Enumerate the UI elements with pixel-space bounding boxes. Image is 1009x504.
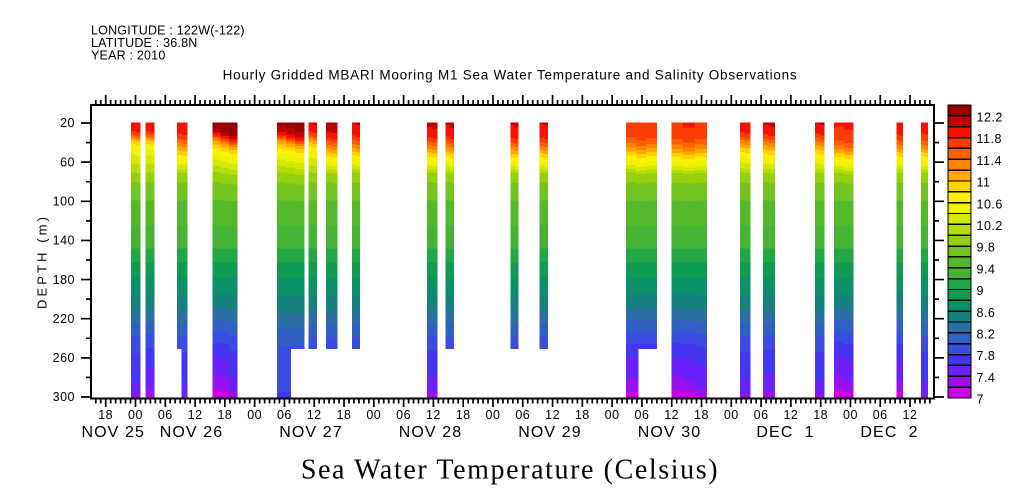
svg-text:12.2: 12.2 [977, 111, 1003, 125]
svg-text:18: 18 [337, 408, 352, 422]
svg-text:140: 140 [53, 234, 75, 248]
svg-text:06: 06 [277, 408, 292, 422]
svg-text:7.8: 7.8 [977, 349, 996, 363]
svg-text:18: 18 [575, 408, 590, 422]
svg-text:18: 18 [694, 408, 709, 422]
svg-text:YEAR : 2010: YEAR : 2010 [91, 49, 165, 63]
svg-text:00: 00 [486, 408, 501, 422]
svg-text:12: 12 [903, 408, 918, 422]
svg-text:18: 18 [217, 408, 232, 422]
svg-text:00: 00 [724, 408, 739, 422]
svg-text:220: 220 [53, 312, 75, 326]
svg-text:18: 18 [456, 408, 471, 422]
svg-text:12: 12 [664, 408, 679, 422]
svg-text:180: 180 [53, 273, 75, 287]
svg-text:12: 12 [545, 408, 560, 422]
svg-text:DEC 2: DEC 2 [860, 424, 918, 441]
svg-text:20: 20 [60, 116, 75, 130]
svg-text:12: 12 [783, 408, 798, 422]
svg-text:00: 00 [843, 408, 858, 422]
svg-text:NOV 28: NOV 28 [399, 424, 463, 441]
svg-text:Sea Water Temperature (Celsius: Sea Water Temperature (Celsius) [301, 455, 719, 486]
svg-text:NOV 30: NOV 30 [638, 424, 702, 441]
svg-text:NOV 29: NOV 29 [518, 424, 582, 441]
svg-text:260: 260 [53, 351, 75, 365]
svg-text:NOV 25: NOV 25 [81, 424, 145, 441]
svg-text:11.8: 11.8 [977, 132, 1002, 146]
svg-text:NOV 26: NOV 26 [160, 424, 224, 441]
svg-text:7: 7 [977, 393, 984, 407]
svg-text:00: 00 [128, 408, 143, 422]
svg-text:00: 00 [366, 408, 381, 422]
svg-text:DEPTH (m): DEPTH (m) [35, 214, 50, 309]
svg-text:LATITUDE : 36.8N: LATITUDE : 36.8N [91, 36, 197, 50]
svg-text:00: 00 [247, 408, 262, 422]
svg-text:12: 12 [426, 408, 441, 422]
svg-text:10.6: 10.6 [977, 197, 1003, 211]
svg-text:8.2: 8.2 [977, 328, 996, 342]
svg-text:9.4: 9.4 [977, 262, 996, 276]
svg-text:06: 06 [158, 408, 173, 422]
svg-text:12: 12 [188, 408, 203, 422]
svg-text:60: 60 [60, 155, 75, 169]
svg-text:11.4: 11.4 [977, 154, 1002, 168]
svg-text:18: 18 [813, 408, 828, 422]
svg-text:9.8: 9.8 [977, 241, 996, 255]
svg-text:06: 06 [634, 408, 649, 422]
svg-text:06: 06 [754, 408, 769, 422]
svg-text:100: 100 [53, 195, 75, 209]
svg-text:10.2: 10.2 [977, 219, 1003, 233]
svg-text:LONGITUDE : 122W(-122): LONGITUDE : 122W(-122) [91, 24, 245, 38]
svg-text:NOV 27: NOV 27 [279, 424, 343, 441]
svg-text:06: 06 [515, 408, 530, 422]
svg-text:06: 06 [873, 408, 888, 422]
svg-text:7.4: 7.4 [977, 371, 996, 385]
svg-text:300: 300 [53, 390, 75, 404]
svg-text:00: 00 [605, 408, 620, 422]
svg-text:18: 18 [98, 408, 113, 422]
svg-text:DEC 1: DEC 1 [756, 424, 814, 441]
svg-text:06: 06 [396, 408, 411, 422]
svg-text:11: 11 [977, 176, 991, 190]
svg-text:Hourly Gridded MBARI Mooring M: Hourly Gridded MBARI Mooring M1 Sea Wate… [223, 68, 798, 83]
svg-text:8.6: 8.6 [977, 306, 996, 320]
svg-text:12: 12 [307, 408, 322, 422]
svg-text:9: 9 [977, 284, 984, 298]
